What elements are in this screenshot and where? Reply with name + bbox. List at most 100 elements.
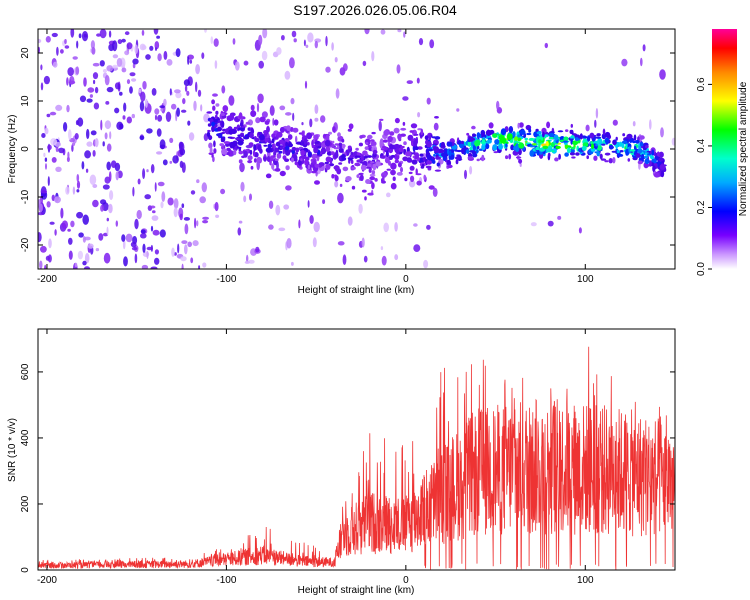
spectrogram-cell (595, 143, 598, 147)
spectrogram-cell (312, 237, 317, 248)
spectrogram-cell (538, 139, 542, 144)
spectrogram-cell (578, 227, 582, 234)
snr-frame (37, 328, 676, 571)
spectrogram-cell (425, 165, 432, 169)
spectrogram-cell (426, 97, 431, 105)
spectrogram-cell (220, 188, 226, 195)
spectrogram-cell (492, 144, 498, 151)
spectrogram-cell (181, 203, 185, 208)
spectrogram-cell (644, 158, 650, 165)
spectrogram-cell (575, 138, 581, 141)
spectrogram-cell (629, 149, 636, 152)
spectrogram-cell (358, 172, 364, 175)
spectrogram-cell (423, 259, 429, 269)
spectrogram-cell (347, 128, 352, 132)
spectrogram-cell (363, 255, 368, 263)
spectrogram-cell (313, 221, 320, 233)
spectrogram-cell (139, 135, 145, 141)
spectrogram-cell (234, 61, 240, 71)
spectrogram-cell (134, 218, 139, 230)
spectrogram-cell (269, 155, 274, 162)
spectrogram-cell (380, 29, 386, 35)
spectrogram-cell (328, 131, 332, 135)
spectrogram-cell (472, 153, 478, 158)
spectrogram-ytick-label: 10 (20, 95, 31, 107)
spectrogram-cell (554, 157, 559, 162)
spectrogram-cell (333, 165, 340, 170)
spectrogram-cell (109, 131, 112, 140)
spectrogram-cell (38, 38, 42, 44)
spectrogram-cell (529, 150, 534, 157)
spectrogram-cell (612, 119, 618, 126)
spectrogram-cell (92, 150, 96, 157)
spectrogram-cell (621, 143, 625, 149)
spectrogram-cell (307, 164, 311, 170)
spectrogram-cell (381, 180, 386, 184)
spectrogram-cell (466, 149, 470, 154)
spectrogram-cell (639, 142, 644, 147)
spectrogram-cell (233, 126, 237, 130)
spectrogram-cell (381, 155, 386, 159)
spectrogram-cell (89, 174, 97, 186)
spectrogram-cell (493, 151, 499, 154)
spectrogram-cell (64, 45, 70, 49)
spectrogram-cell (367, 192, 374, 196)
spectrogram-cell (174, 89, 181, 94)
spectrogram-cell (291, 157, 294, 163)
spectrogram-cell (41, 133, 46, 138)
spectrogram-cell (508, 153, 512, 160)
spectrogram-ytick-label: 0 (20, 146, 31, 152)
spectrogram-cell (413, 223, 418, 227)
spectrogram-cell (171, 247, 175, 257)
spectrogram-cell (365, 158, 369, 162)
spectrogram-cell (575, 152, 580, 156)
spectrogram-cell (650, 155, 654, 160)
spectrogram-cell (219, 133, 223, 139)
spectrogram-cell (571, 156, 576, 159)
spectrogram-marks (38, 29, 675, 269)
spectrogram-cell (139, 101, 145, 112)
spectrogram-cell (369, 139, 375, 142)
spectrogram-cell (210, 119, 214, 122)
spectrogram-cell (496, 100, 500, 110)
spectrogram-cell (238, 150, 244, 155)
spectrogram-cell (106, 86, 114, 93)
spectrogram-cell (350, 159, 354, 164)
spectrogram-cell (112, 54, 119, 59)
spectrogram-cell (426, 141, 432, 148)
spectrogram-cell (400, 127, 407, 131)
spectrogram-cell (154, 108, 160, 115)
spectrogram-cell (130, 241, 137, 248)
spectrogram-cell (279, 126, 285, 133)
spectrogram-cell (47, 144, 52, 150)
spectrogram-cell (332, 126, 336, 133)
spectrogram-cell (321, 142, 326, 148)
spectrogram-cell (238, 159, 243, 164)
spectrogram-cell (169, 160, 173, 164)
spectrogram-cell (360, 164, 367, 171)
spectrogram-cell (548, 136, 554, 140)
spectrogram-cell (325, 164, 331, 170)
spectrogram-cell (149, 45, 154, 51)
spectrogram-cell (291, 30, 297, 38)
spectrogram-cell (397, 29, 402, 33)
spectrogram-cell (386, 192, 391, 198)
spectrogram-cell (66, 104, 70, 113)
spectrogram-cell (497, 133, 501, 136)
spectrogram-cell (60, 207, 64, 219)
spectrogram-cell (334, 174, 338, 177)
spectrogram-cell (301, 131, 305, 137)
spectrogram-cell (651, 149, 655, 156)
spectrogram-cell (414, 146, 419, 150)
spectrogram-cell (315, 139, 318, 142)
spectrogram-cell (611, 150, 617, 153)
spectrogram-cell (356, 174, 360, 179)
spectrogram-cell (258, 131, 263, 136)
spectrogram-cell (548, 132, 555, 137)
spectrogram-cell (184, 244, 188, 255)
spectrogram-cell (586, 135, 591, 142)
spectrogram-cell (468, 136, 474, 142)
spectrogram-cell (311, 153, 318, 159)
spectrogram-cell (78, 232, 84, 238)
spectrogram-cell (150, 205, 156, 209)
